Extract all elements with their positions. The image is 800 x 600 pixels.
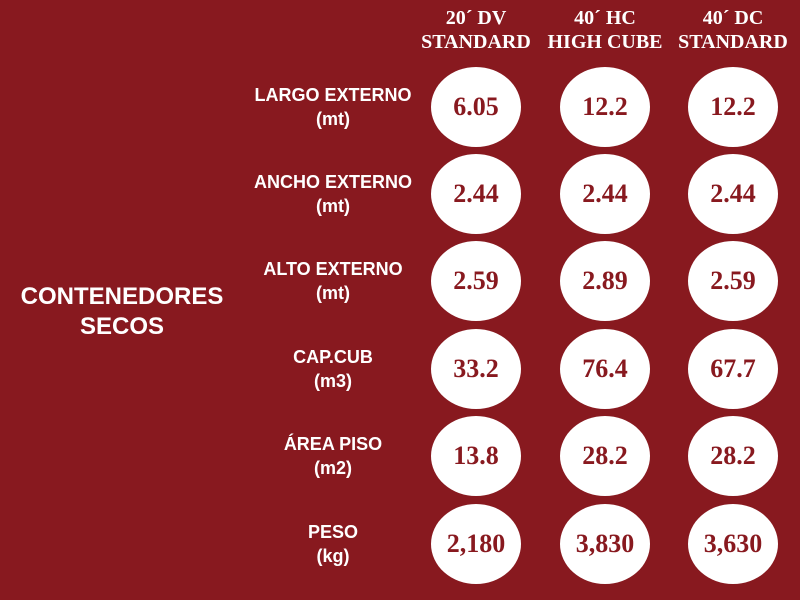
- page-title: CONTENEDORES SECOS: [6, 282, 238, 342]
- value-circle: 76.4: [560, 329, 650, 409]
- value-circle: 28.2: [560, 416, 650, 496]
- row-label-area-piso: ÁREA PISO (m2): [240, 432, 426, 480]
- column-header-line-2: HIGH CUBE: [547, 31, 663, 53]
- column-header-line-1: 40´ HC: [574, 7, 636, 29]
- value-circle: 6.05: [431, 67, 521, 147]
- row-label-unit: (m3): [313, 371, 352, 391]
- row-label-unit: (mt): [316, 196, 350, 216]
- row-label-text: ALTO EXTERNO: [263, 259, 403, 279]
- row-label-alto-externo: ALTO EXTERNO (mt): [240, 257, 426, 305]
- column-header-line-1: 20´ DV: [445, 7, 507, 29]
- column-header-40-dc: 40´ DC STANDARD: [671, 6, 795, 54]
- value-circle: 2,180: [431, 504, 521, 584]
- value-circle: 12.2: [688, 67, 778, 147]
- value-circle: 33.2: [431, 329, 521, 409]
- value-circle: 2.89: [560, 241, 650, 321]
- column-header-40-hc: 40´ HC HIGH CUBE: [543, 6, 667, 54]
- value-circle: 2.59: [688, 241, 778, 321]
- row-label-unit: (mt): [316, 109, 350, 129]
- value-circle: 12.2: [560, 67, 650, 147]
- row-label-unit: (mt): [316, 283, 350, 303]
- row-label-unit: (kg): [316, 546, 350, 566]
- row-label-unit: (m2): [313, 458, 352, 478]
- row-label-ancho-externo: ANCHO EXTERNO (mt): [240, 170, 426, 218]
- value-circle: 28.2: [688, 416, 778, 496]
- value-circle: 3,830: [560, 504, 650, 584]
- value-circle: 3,630: [688, 504, 778, 584]
- title-line-2: SECOS: [79, 313, 165, 340]
- value-circle: 2.44: [431, 154, 521, 234]
- title-line-1: CONTENEDORES: [20, 283, 224, 310]
- column-header-line-1: 40´ DC: [702, 7, 764, 29]
- column-header-20-dv: 20´ DV STANDARD: [414, 6, 538, 54]
- value-circle: 2.59: [431, 241, 521, 321]
- value-circle: 67.7: [688, 329, 778, 409]
- row-label-text: PESO: [307, 522, 359, 542]
- row-label-peso: PESO (kg): [240, 520, 426, 568]
- row-label-text: ÁREA PISO: [283, 434, 383, 454]
- value-circle: 2.44: [688, 154, 778, 234]
- row-label-text: ANCHO EXTERNO: [253, 172, 412, 192]
- row-label-text: LARGO EXTERNO: [254, 85, 412, 105]
- row-label-cap-cub: CAP.CUB (m3): [240, 345, 426, 393]
- row-label-text: CAP.CUB: [293, 347, 373, 367]
- row-label-largo-externo: LARGO EXTERNO (mt): [240, 83, 426, 131]
- column-header-line-2: STANDARD: [421, 31, 531, 53]
- value-circle: 13.8: [431, 416, 521, 496]
- column-header-line-2: STANDARD: [678, 31, 788, 53]
- value-circle: 2.44: [560, 154, 650, 234]
